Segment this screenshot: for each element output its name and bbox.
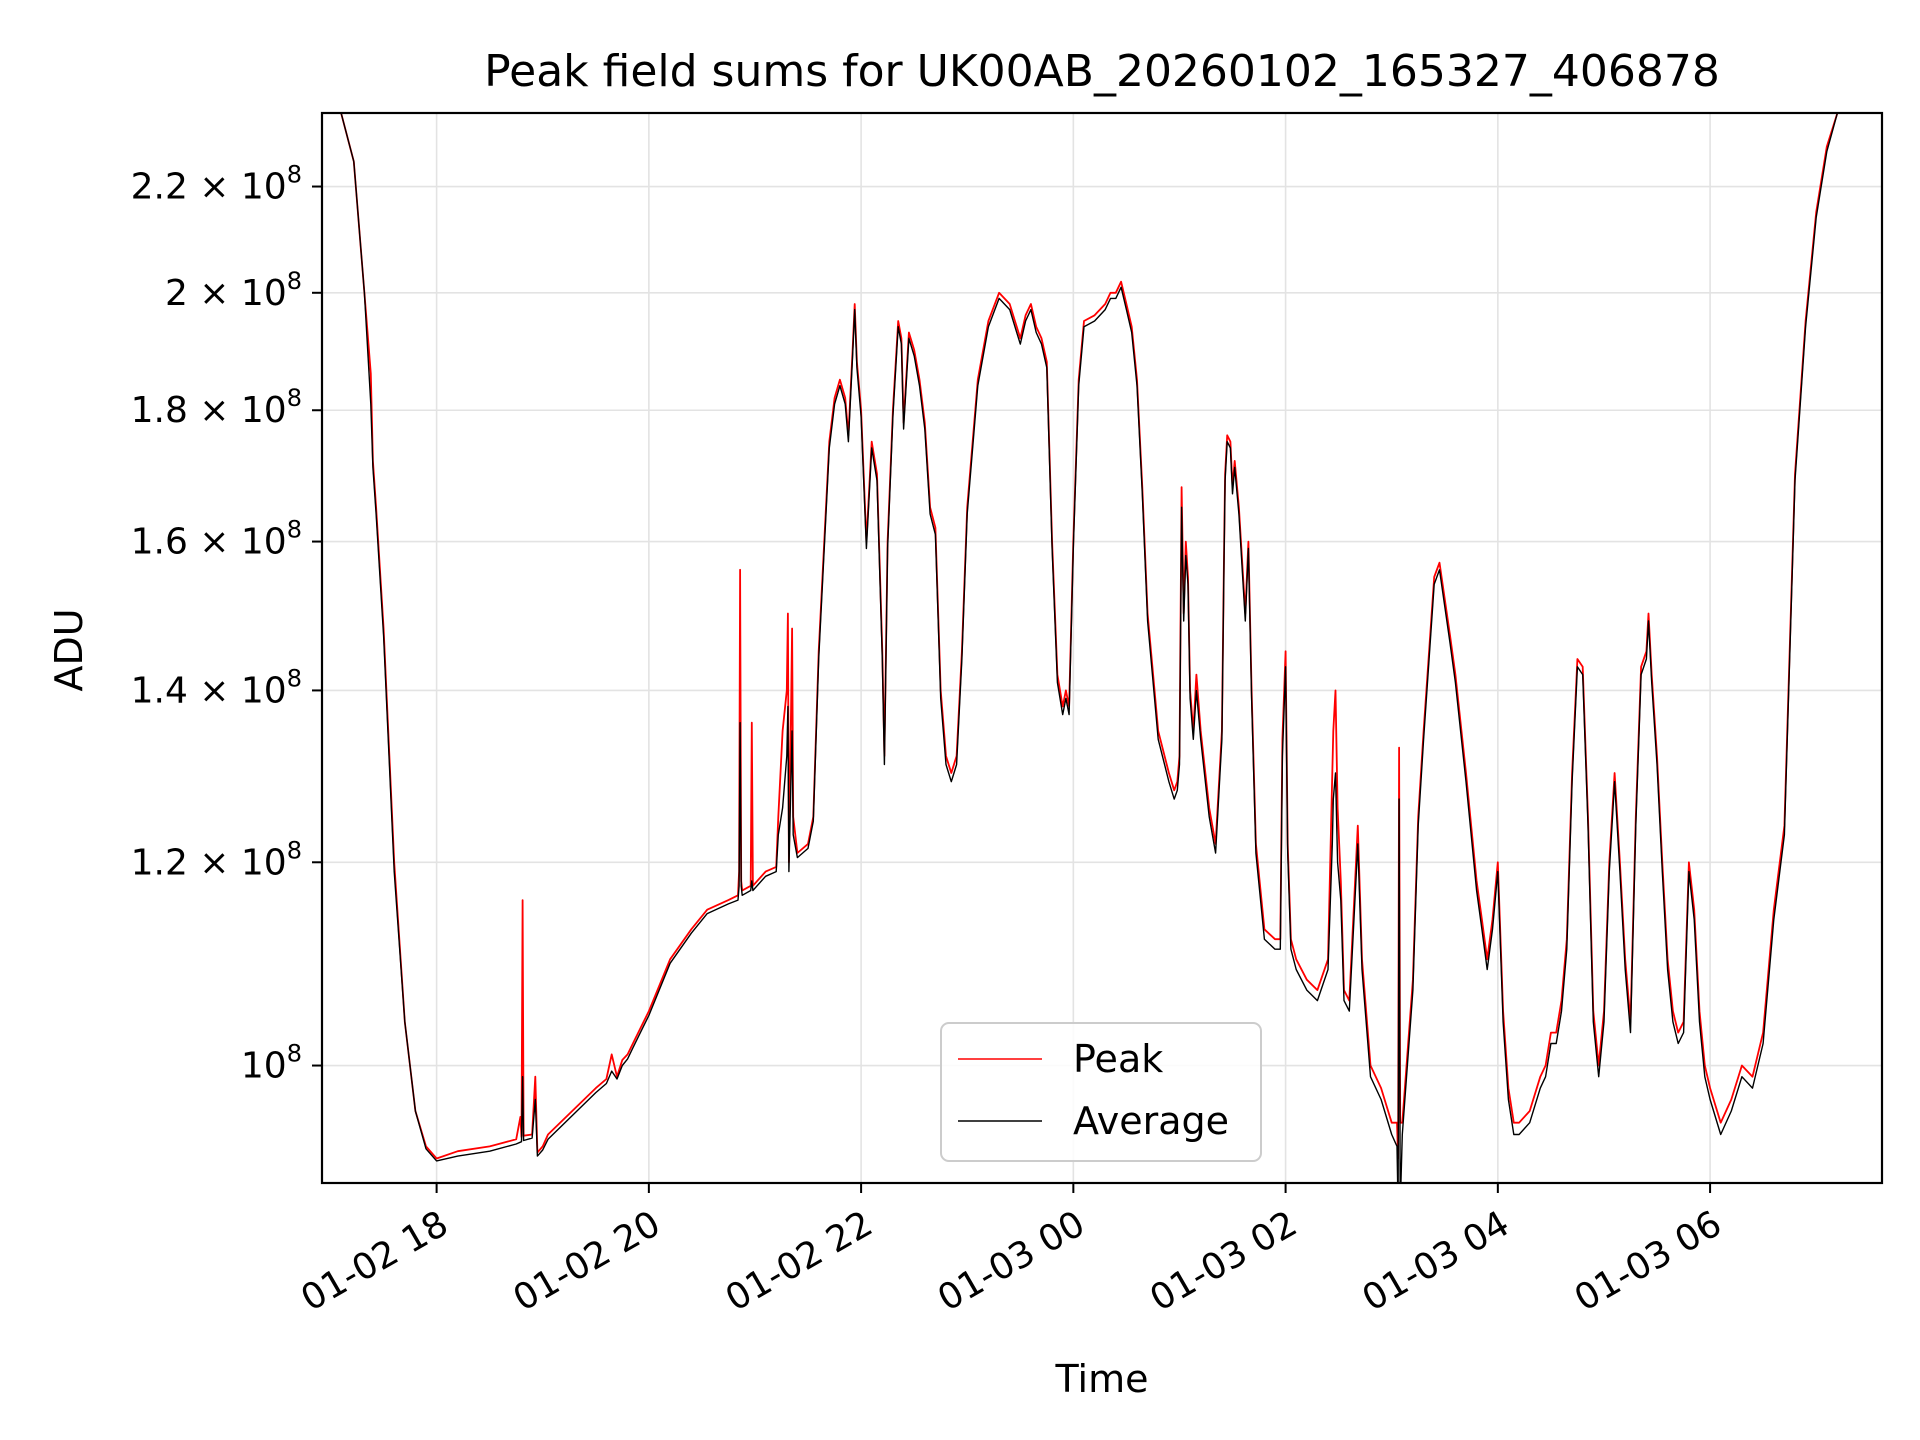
series-group	[322, 113, 1882, 1183]
legend: Peak Average	[940, 1022, 1262, 1162]
y-tick-label: 1.2 × 108	[131, 836, 302, 883]
series-line-average	[322, 113, 1882, 1183]
y-tick-label: 1.6 × 108	[131, 516, 302, 563]
legend-label-average: Average	[1073, 1099, 1229, 1143]
legend-box	[940, 1022, 1262, 1162]
y-tick-label: 1.4 × 108	[131, 664, 302, 711]
y-tick-label: 1.8 × 108	[131, 384, 302, 431]
y-axis-title: ADU	[47, 608, 91, 691]
legend-label-peak: Peak	[1073, 1037, 1163, 1081]
x-axis-title: Time	[1055, 1357, 1149, 1401]
plot-frame	[320, 111, 1884, 1185]
y-tick-label: 2 × 108	[165, 267, 302, 314]
grid	[322, 113, 1882, 1183]
chart-title: Peak field sums for UK00AB_20260102_1653…	[484, 46, 1720, 97]
y-tick-label: 2.2 × 108	[131, 161, 302, 208]
